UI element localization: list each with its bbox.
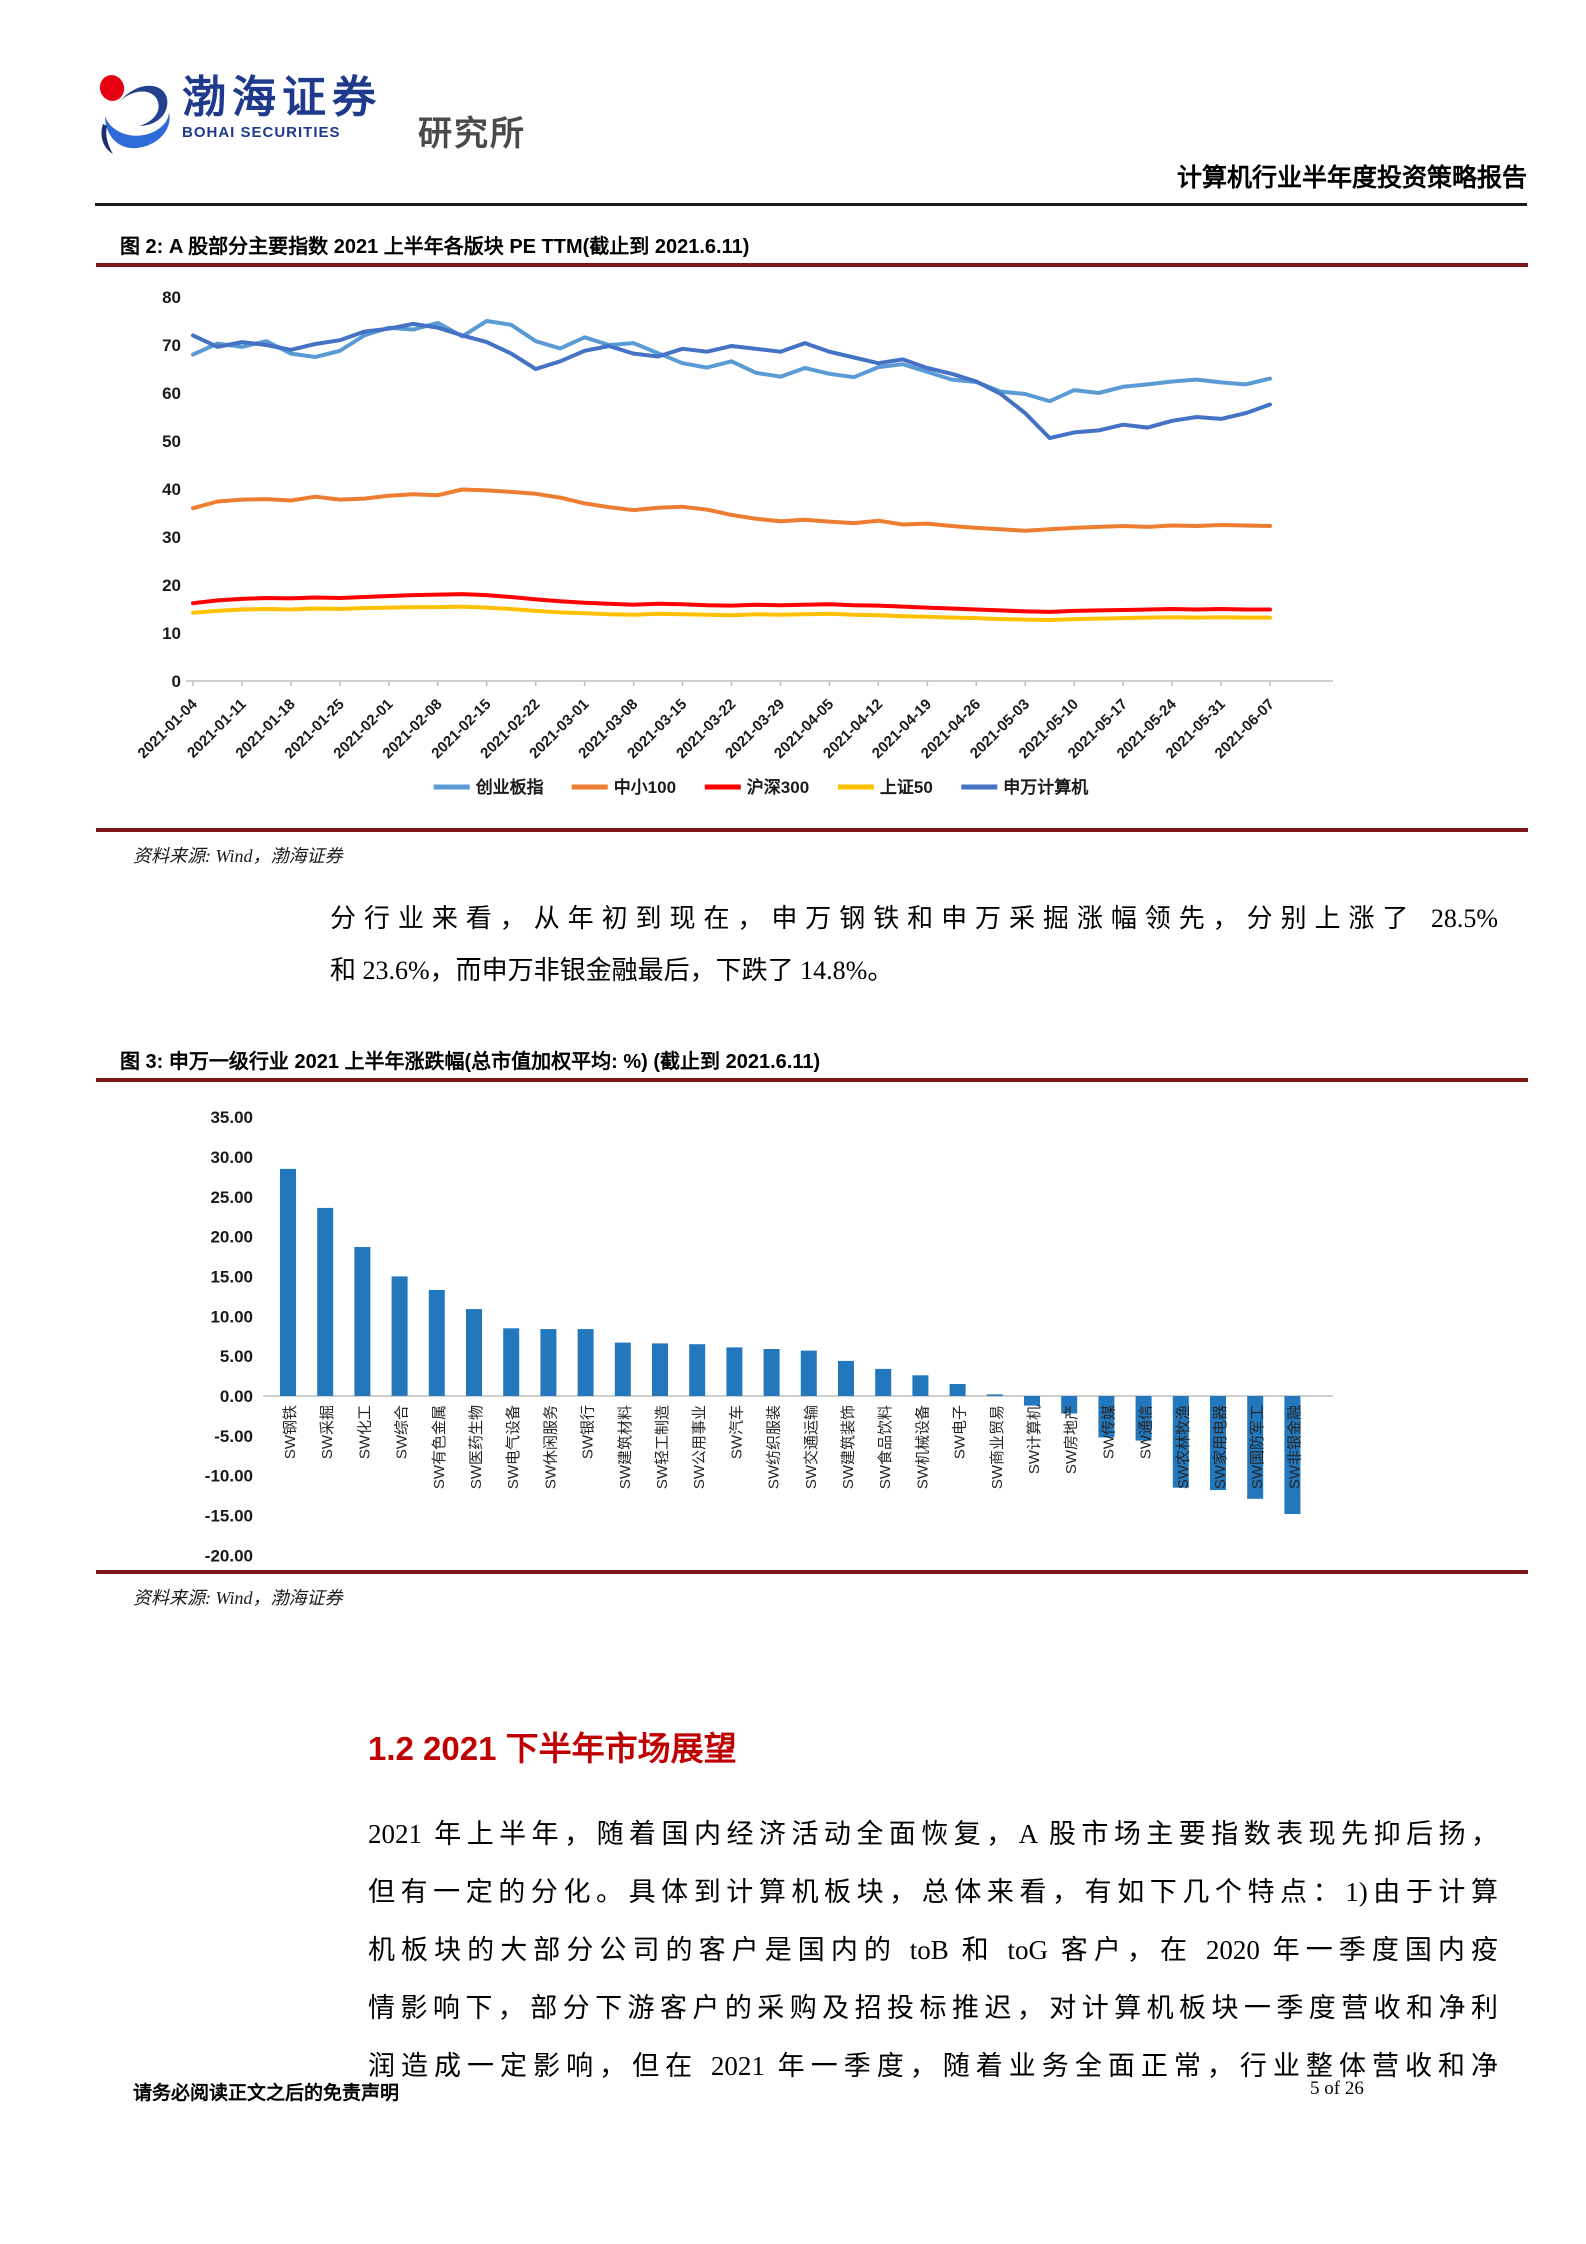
- body-paragraph-line-3: 机板块的大部分公司的客户是国内的 toB 和 toG 客户，在 2020 年一季…: [368, 1935, 1498, 1965]
- svg-text:-20.00: -20.00: [205, 1546, 253, 1565]
- bohai-logo-icon: [95, 72, 175, 158]
- figure2-caption: 图 2: A 股部分主要指数 2021 上半年各版块 PE TTM(截止到 20…: [120, 236, 750, 258]
- svg-text:SW医药生物: SW医药生物: [468, 1405, 485, 1489]
- svg-text:SW建筑材料: SW建筑材料: [617, 1405, 634, 1489]
- body-paragraph-line-5: 润造成一定影响，但在 2021 年一季度，随着业务全面正常，行业整体营收和净: [368, 2051, 1498, 2081]
- svg-text:SW房地产: SW房地产: [1063, 1405, 1080, 1474]
- industry-paragraph-line-2: 和 23.6%，而申万非银金融最后，下跌了 14.8%。: [330, 956, 894, 985]
- svg-text:SW国防军工: SW国防军工: [1249, 1405, 1266, 1489]
- body-paragraph-line-2: 但有一定的分化。具体到计算机板块，总体来看，有如下几个特点：1)由于计算: [368, 1877, 1498, 1907]
- svg-text:25.00: 25.00: [210, 1188, 253, 1207]
- svg-text:SW汽车: SW汽车: [728, 1405, 745, 1459]
- section-heading: 1.2 2021 下半年市场展望: [368, 1730, 737, 1767]
- svg-text:-10.00: -10.00: [205, 1467, 253, 1486]
- header-divider: [95, 203, 1527, 206]
- svg-text:SW食品饮料: SW食品饮料: [877, 1405, 894, 1489]
- svg-text:0.00: 0.00: [220, 1387, 253, 1406]
- svg-text:SW纺织服装: SW纺织服装: [766, 1405, 783, 1489]
- svg-text:15.00: 15.00: [210, 1267, 253, 1286]
- svg-text:35.00: 35.00: [210, 1108, 253, 1127]
- footer-page-number: 5 of 26: [1310, 2078, 1364, 2099]
- svg-text:80: 80: [162, 288, 181, 307]
- svg-text:SW商业贸易: SW商业贸易: [989, 1405, 1006, 1489]
- figure3-caption: 图 3: 申万一级行业 2021 上半年涨跌幅(总市值加权平均: %) (截止到…: [120, 1051, 821, 1073]
- svg-text:SW休闲服务: SW休闲服务: [542, 1405, 559, 1489]
- svg-text:30: 30: [162, 528, 181, 547]
- figure3-chart-area: 35.00 30.00 25.00 20.00 15.00 10.00 5.00 0.00 -5…: [95, 1085, 1532, 1572]
- svg-text:-15.00: -15.00: [205, 1507, 253, 1526]
- svg-text:SW建筑装饰: SW建筑装饰: [840, 1405, 857, 1489]
- brand-suffix: 研究所: [418, 116, 526, 153]
- svg-text:SW通信: SW通信: [1138, 1405, 1155, 1459]
- svg-text:SW非银金融: SW非银金融: [1286, 1405, 1303, 1489]
- svg-text:上证50: 上证50: [880, 778, 933, 797]
- figure2-rule-top: [96, 263, 1528, 267]
- report-title: 计算机行业半年度投资策略报告: [1176, 165, 1527, 192]
- svg-text:SW电子: SW电子: [952, 1405, 969, 1459]
- svg-text:SW有色金属: SW有色金属: [431, 1405, 448, 1489]
- svg-text:SW综合: SW综合: [394, 1405, 411, 1459]
- svg-text:SW计算机: SW计算机: [1025, 1405, 1043, 1474]
- svg-text:10: 10: [162, 624, 181, 643]
- figure2-chart-area: 0 10 20 30 40 50 60 70 80 2021-01-04 2021-01-11 202…: [95, 268, 1532, 831]
- figure3-source: 资料来源: Wind，渤海证券: [133, 1588, 343, 1608]
- svg-text:20: 20: [162, 576, 181, 595]
- brand-name-en: BOHAI SECURITIES: [182, 124, 341, 141]
- svg-text:SW化工: SW化工: [356, 1405, 373, 1459]
- svg-text:SW轻工制造: SW轻工制造: [654, 1405, 671, 1489]
- svg-text:SW电气设备: SW电气设备: [505, 1405, 522, 1489]
- svg-text:50: 50: [162, 432, 181, 451]
- figure3-rule-top: [96, 1078, 1528, 1082]
- figure2-rule-bottom: [96, 828, 1528, 832]
- svg-text:SW传媒: SW传媒: [1100, 1405, 1117, 1459]
- pe-ttm-line-chart: 010203040506070802021-01-042021-01-11202…: [135, 288, 1333, 797]
- svg-text:-5.00: -5.00: [214, 1427, 253, 1446]
- footer-disclaimer: 请务必阅读正文之后的免责声明: [133, 2083, 400, 2104]
- svg-text:20.00: 20.00: [210, 1228, 253, 1247]
- body-paragraph-line-4: 情影响下，部分下游客户的采购及招投标推迟，对计算机板块一季度营收和净利: [368, 1993, 1498, 2023]
- svg-text:10.00: 10.00: [210, 1307, 253, 1326]
- svg-text:30.00: 30.00: [210, 1148, 253, 1167]
- brand-name-cn: 渤海证券: [182, 73, 382, 122]
- industry-return-bar-chart: 35.00 30.00 25.00 20.00 15.00 10.00 5.00 0.00 -5…: [205, 1108, 1333, 1565]
- industry-paragraph-line-1: 分行业来看，从年初到现在，申万钢铁和申万采掘涨幅领先，分别上涨了 28.5%: [330, 904, 1498, 933]
- svg-text:40: 40: [162, 480, 181, 499]
- svg-text:5.00: 5.00: [220, 1347, 253, 1366]
- figure3-rule-bottom: [96, 1570, 1528, 1574]
- svg-text:创业板指: 创业板指: [475, 777, 544, 797]
- svg-text:0: 0: [172, 672, 181, 691]
- svg-text:沪深300: 沪深300: [747, 777, 809, 797]
- svg-text:SW交通运输: SW交通运输: [802, 1405, 820, 1489]
- svg-text:SW农林牧渔: SW农林牧渔: [1175, 1405, 1192, 1489]
- svg-text:SW采掘: SW采掘: [319, 1405, 336, 1459]
- logo-swirl-icon: [99, 75, 170, 154]
- figure2-source: 资料来源: Wind，渤海证券: [133, 846, 343, 866]
- svg-text:60: 60: [162, 384, 181, 403]
- svg-text:SW机械设备: SW机械设备: [914, 1405, 931, 1489]
- svg-text:申万计算机: 申万计算机: [1003, 777, 1088, 797]
- body-paragraph-line-1: 2021 年上半年，随着国内经济活动全面恢复，A 股市场主要指数表现先抑后扬，: [368, 1819, 1498, 1849]
- brand-block: 渤海证券 BOHAI SECURITIES: [182, 73, 382, 142]
- svg-text:SW银行: SW银行: [580, 1405, 597, 1459]
- svg-text:70: 70: [162, 336, 181, 355]
- svg-text:SW公用事业: SW公用事业: [691, 1405, 708, 1489]
- svg-text:SW钢铁: SW钢铁: [282, 1405, 299, 1459]
- svg-text:SW家用电器: SW家用电器: [1212, 1405, 1229, 1489]
- svg-text:中小100: 中小100: [614, 777, 676, 797]
